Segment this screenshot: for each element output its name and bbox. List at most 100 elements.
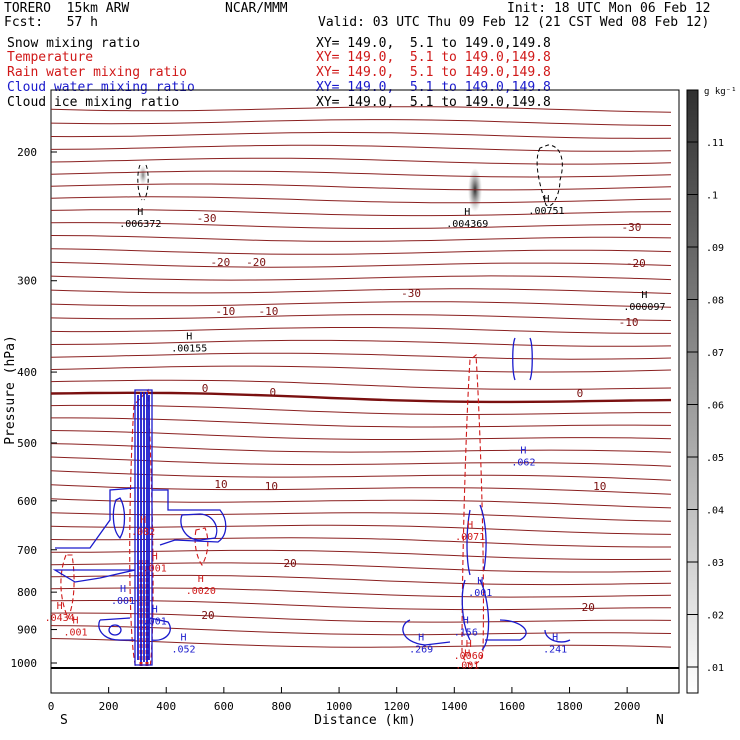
cloud-water-small-cell: [108, 624, 122, 636]
isotherm-line: [50, 524, 672, 535]
field-name-temperature: Temperature: [7, 50, 94, 65]
maximum-value-label: .001: [143, 563, 167, 574]
isotherm-line: [51, 417, 672, 428]
isotherm-line: [50, 170, 672, 178]
isotherm-line: [50, 443, 672, 453]
cloud-water-surface-left: [98, 617, 171, 641]
maximum-value-label: .00751: [528, 206, 564, 217]
maximum-h-marker: H: [140, 515, 146, 526]
isotherm-line: [50, 562, 672, 573]
field-xy-snow: XY= 149.0, 5.1 to 149.0,149.8: [316, 36, 551, 51]
isotherm-label: 20: [201, 609, 214, 622]
maximum-value-label: .000097: [623, 302, 665, 313]
y-axis-title: Pressure (hPa): [3, 335, 18, 445]
isotherm-line: [50, 314, 672, 321]
maximum-value-label: .052: [171, 644, 195, 655]
cloud-water-surface-right: [402, 619, 571, 646]
x-axis: 0 200 400 600 800 1000 1200 1400 1600 1800 2000: [48, 687, 641, 713]
field-name-rain: Rain water mixing ratio: [7, 65, 188, 80]
isotherm-line: [50, 301, 672, 308]
colorbar-tick-label: .11: [706, 138, 724, 149]
isotherm-line: [50, 625, 672, 636]
isotherm-label: 10: [265, 480, 278, 493]
isotherm-line: [50, 339, 672, 347]
isotherm-line: [50, 248, 672, 255]
cloud-ice-left: [137, 164, 149, 201]
maximum-value-label: .0434: [45, 613, 75, 624]
maximum-h-marker: H: [57, 601, 63, 612]
maximum-h-marker: H: [463, 615, 469, 626]
colorbar-tick-label: .01: [706, 663, 724, 674]
maximum-h-marker: H: [198, 574, 204, 585]
maximum-value-label: .0020: [186, 586, 216, 597]
fcst-label: Fcst: 57 h: [4, 15, 98, 30]
x-tick-label: 2000: [614, 700, 641, 713]
cloud-water-contours: [52, 337, 571, 666]
x-tick-label: 1400: [441, 700, 468, 713]
x-tick-label: 1000: [326, 700, 353, 713]
cloud-water-mid-cell: [180, 513, 218, 541]
isotherm-line: [50, 638, 672, 648]
maximum-h-marker: H: [552, 632, 558, 643]
isotherm-line: [51, 549, 672, 560]
isotherm-line: [50, 574, 672, 586]
maximum-value-label: .082: [131, 527, 155, 538]
isotherm-line: [50, 470, 672, 481]
isotherm-line: [50, 288, 672, 294]
maximum-h-marker: H: [186, 331, 192, 342]
isotherm-labels: -30 -30 -30 -20 -20 -20 -10 -10 -10 0 0 0 10 10 10 20 20…: [197, 212, 646, 622]
field-xy-rain: XY= 149.0, 5.1 to 149.0,149.8: [316, 65, 551, 80]
isotherm-line: [50, 209, 672, 217]
isotherm-line: [50, 430, 672, 440]
cloud-ice-contours: [137, 144, 563, 207]
isotherm-label: -10: [259, 305, 279, 318]
isotherm-line: [50, 587, 672, 598]
isotherm-label: 0: [577, 387, 584, 400]
isotherm-lines: [50, 106, 672, 648]
maximum-h-marker: H: [477, 576, 483, 587]
isotherm-line: [50, 235, 672, 242]
maximum-value-label: .156: [454, 627, 478, 638]
field-name-cloud-water: Cloud water mixing ratio: [7, 80, 195, 95]
colorbar-tick-label: .08: [706, 296, 724, 307]
plot-frame-group: [50, 89, 680, 694]
isotherm-label: 20: [582, 601, 595, 614]
colorbar-tick-label: .1: [706, 191, 718, 202]
cloud-ice-right: [536, 144, 563, 207]
plot-frame: [50, 89, 680, 694]
isotherm-line: [50, 131, 672, 139]
y-tick-label: 800: [17, 586, 37, 599]
x-tick-label: 400: [156, 700, 176, 713]
maximum-value-label: .001: [143, 617, 167, 628]
cloud-water-column-inner: [137, 392, 150, 662]
maximum-value-label: .269: [409, 644, 433, 655]
colorbar-tick-label: .05: [706, 453, 724, 464]
isotherm-line: [50, 484, 672, 495]
x-tick-label: 600: [214, 700, 234, 713]
y-tick-label: 200: [17, 146, 37, 159]
maximum-h-marker: H: [152, 551, 158, 562]
isotherm-label: -30: [401, 287, 421, 300]
maximum-h-marker: H: [418, 632, 424, 643]
maximum-value-label: .062: [511, 457, 535, 468]
maximum-value-label: .006372: [119, 219, 161, 230]
maximum-h-marker: H: [467, 520, 473, 531]
maximum-value-label: .0071: [455, 532, 485, 543]
field-xy-temperature: XY= 149.0, 5.1 to 149.0,149.8: [316, 50, 551, 65]
y-tick-label: 900: [17, 624, 37, 637]
maximum-value-label: .001: [468, 588, 492, 599]
maximum-value-label: .241: [543, 644, 567, 655]
colorbar-tick-label: .04: [706, 506, 724, 517]
maximum-h-marker: H: [543, 194, 549, 205]
field-name-cloud-ice: Cloud ice mixing ratio: [7, 95, 180, 110]
y-tick-label: 600: [17, 495, 37, 508]
isotherm-line: [50, 600, 671, 611]
isotherm-line: [50, 275, 672, 281]
colorbar-ticks: .11 .1 .09 .08 .07 .06 .05 .04 .03 .02 .01: [687, 138, 724, 674]
isotherm-line: [50, 327, 671, 334]
maximum-h-marker: H: [152, 605, 158, 616]
rain-contour-left: [129, 388, 154, 669]
maximum-h-marker: H: [464, 207, 470, 218]
cloud-water-left-region: [52, 487, 227, 583]
maximum-h-marker: H: [137, 207, 143, 218]
